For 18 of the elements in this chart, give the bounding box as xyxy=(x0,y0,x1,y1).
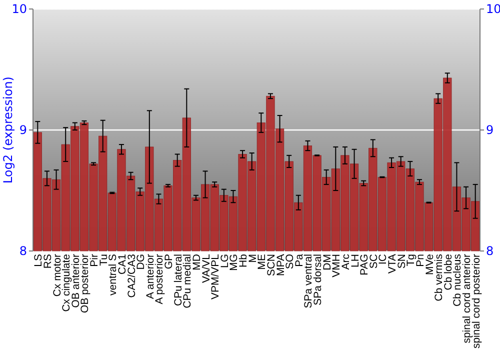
x-tick-label: Cb nucleus xyxy=(452,254,464,307)
x-tick-label: MPA xyxy=(274,254,287,276)
x-tick-label: Cb lobe xyxy=(442,254,454,290)
x-tick-label: MVe xyxy=(424,254,436,276)
x-tick-label: VA/VL xyxy=(200,254,212,283)
y-tick-label: 9 xyxy=(19,123,27,138)
y-tick-label: 10 xyxy=(12,2,27,16)
x-tick-label: A posterior xyxy=(154,254,166,304)
y-tick-label: 8 xyxy=(19,244,27,258)
y2-tick-label: 9 xyxy=(486,123,494,138)
x-tick-label: Tg xyxy=(405,254,418,266)
x-tick-label: IC xyxy=(377,254,390,264)
y2-tick-label: 8 xyxy=(486,244,494,258)
x-tick-label: GP xyxy=(163,254,176,270)
x-tick-label: OB posterior xyxy=(79,254,92,313)
x-tick-label: CA2/CA3 xyxy=(126,254,138,298)
x-tick-label: LH xyxy=(349,254,362,268)
y-axis-title: Log2 (expression) xyxy=(1,76,15,184)
